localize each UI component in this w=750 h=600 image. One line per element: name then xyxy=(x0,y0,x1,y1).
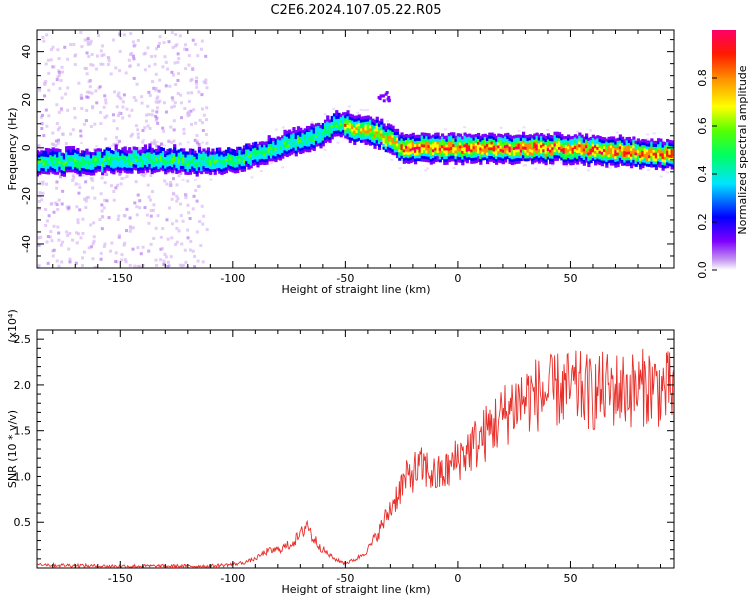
snr-y-tick-label: 2.5 xyxy=(14,333,32,346)
snr-panel: -150 -100 -50 0 50 0.5 1.0 1.5 2.0 2.5 Height of … xyxy=(6,309,675,596)
colorbar: 0.0 0.2 0.4 0.6 0.8 Normalized spectral ampl… xyxy=(696,30,749,279)
snr-x-tick-label: -150 xyxy=(108,572,133,585)
snr-x-tick-label: 0 xyxy=(454,572,461,585)
snr-multiplier-label: (x10⁴) xyxy=(6,309,19,343)
snr-series-line xyxy=(36,348,674,570)
colorbar-ticks: 0.0 0.2 0.4 0.6 0.8 xyxy=(696,69,717,279)
spectrogram-y-tick-label: -20 xyxy=(20,187,33,205)
snr-y-tick-label: 0.5 xyxy=(14,516,32,529)
spectrogram-x-tick-label: -100 xyxy=(220,272,245,285)
figure-title: C2E6.2024.107.05.22.R05 xyxy=(270,3,441,18)
colorbar-tick-label: 0.4 xyxy=(696,165,709,183)
spectrogram-y-tick-label: 40 xyxy=(20,45,33,59)
spectrogram-cells xyxy=(37,30,674,268)
spectrogram-ticks: -150 -100 -50 0 50 -40 -20 0 20 40 xyxy=(20,30,674,285)
spectrogram-y-label: Frequency (Hz) xyxy=(6,108,19,191)
spectrogram-x-tick-label: -50 xyxy=(336,272,354,285)
spectrogram-x-tick-label: -150 xyxy=(108,272,133,285)
spectrogram-x-tick-label: 0 xyxy=(454,272,461,285)
colorbar-label: Normalized spectral amplitude xyxy=(736,65,749,234)
spectrogram-x-label: Height of straight line (km) xyxy=(281,283,430,296)
spectrogram-y-tick-label: 20 xyxy=(20,93,33,107)
spectrogram-y-tick-label: 0 xyxy=(20,144,33,151)
colorbar-tick-label: 0.0 xyxy=(696,261,709,279)
colorbar-tick-label: 0.8 xyxy=(696,69,709,87)
spectrogram-heatmap xyxy=(37,30,674,268)
colorbar-tick-label: 0.6 xyxy=(696,117,709,135)
colorbar-gradient xyxy=(712,30,736,270)
spectrogram-frame xyxy=(36,29,675,269)
snr-x-tick-label: -100 xyxy=(220,572,245,585)
spectrogram-x-tick-label: 50 xyxy=(563,272,577,285)
spectrogram-panel: -150 -100 -50 0 50 -40 -20 0 20 40 Height of stra… xyxy=(6,29,675,296)
snr-x-tick-label: -50 xyxy=(336,572,354,585)
snr-y-tick-label: 1.5 xyxy=(14,425,32,438)
snr-y-label: SNR (10 * v/v) xyxy=(6,410,19,488)
snr-frame xyxy=(36,329,675,569)
spectrogram-y-tick-label: -40 xyxy=(20,235,33,253)
snr-y-tick-label: 1.0 xyxy=(14,470,32,483)
snr-ticks: -150 -100 -50 0 50 0.5 1.0 1.5 2.0 2.5 xyxy=(14,329,674,585)
colorbar-tick-label: 0.2 xyxy=(696,213,709,231)
snr-y-tick-label: 2.0 xyxy=(14,379,32,392)
snr-x-tick-label: 50 xyxy=(563,572,577,585)
snr-x-label: Height of straight line (km) xyxy=(281,583,430,596)
